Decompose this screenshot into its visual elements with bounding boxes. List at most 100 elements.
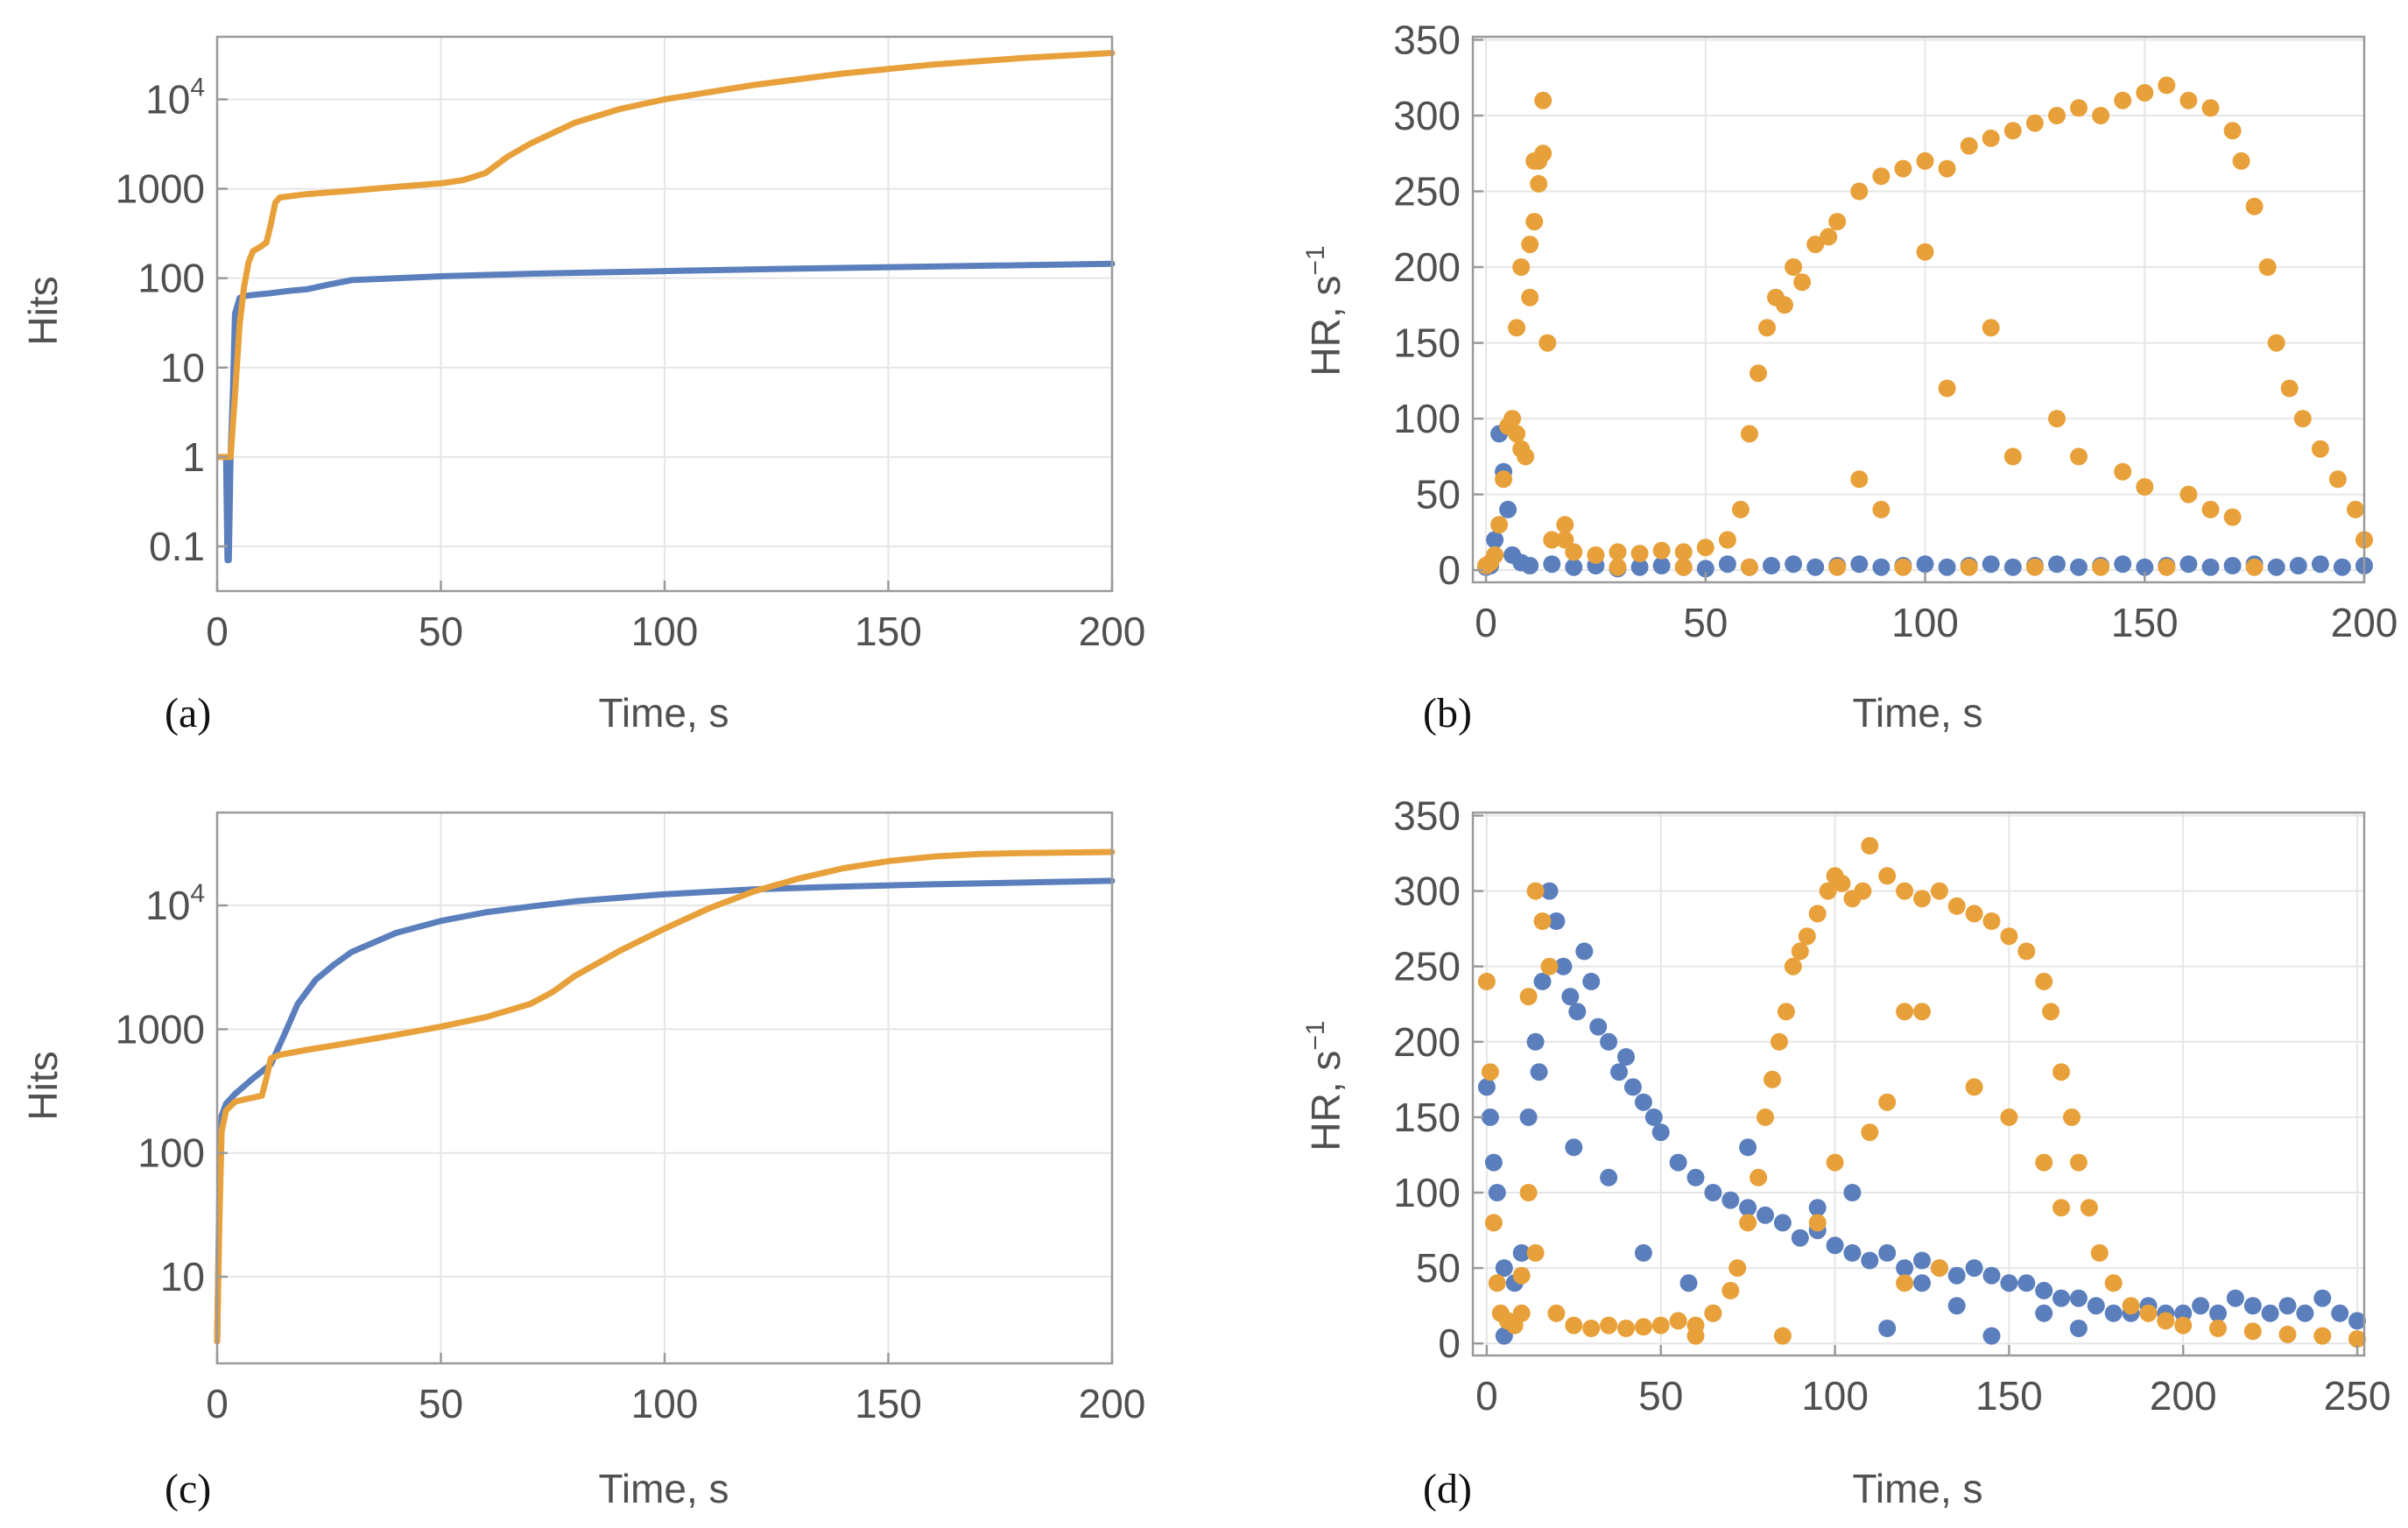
panel-b-plot-area: 0 50 100 150 200 0 50 100 150 200 250 300 350 xyxy=(1393,17,2397,645)
panel-b-point-blue xyxy=(2136,558,2154,576)
panel-c-ytick-label: 100 xyxy=(137,1130,205,1176)
panel-b-point-orange xyxy=(1508,425,1526,443)
panel-b-point-orange xyxy=(2267,334,2285,352)
panel-b-point-blue xyxy=(2267,558,2285,576)
panel-b-point-orange xyxy=(1894,159,1912,178)
panel-b-point-orange xyxy=(1630,545,1649,563)
panel-b-point-orange xyxy=(1850,470,1869,489)
panel-d-point-orange xyxy=(2000,1108,2018,1126)
panel-a-series-orange xyxy=(216,50,1116,461)
panel-b-frame xyxy=(1471,35,2366,584)
panel-d-point-blue xyxy=(1634,1243,1652,1262)
panel-b-point-orange xyxy=(1556,531,1574,549)
panel-d-ytick-label: 200 xyxy=(1393,1019,1461,1065)
panel-a-line-orange xyxy=(216,50,1116,461)
panel-d-point-orange xyxy=(1896,1003,1914,1021)
panel-d-point-orange xyxy=(1808,905,1827,923)
panel-c-xtick-label: 50 xyxy=(419,1381,463,1426)
panel-d-xlabel: Time, s xyxy=(1852,1466,1982,1511)
panel-b-point-blue xyxy=(1652,557,1671,574)
panel-b-ylabel: HR, s−1 xyxy=(1301,245,1348,376)
panel-d-ytick-label: 50 xyxy=(1416,1245,1461,1291)
panel-b-point-blue xyxy=(2333,558,2351,576)
panel-d-point-orange xyxy=(1770,1032,1788,1051)
panel-d-point-orange xyxy=(1965,905,1983,923)
panel-d-point-blue xyxy=(1561,988,1580,1006)
panel-b-point-blue xyxy=(1718,555,1736,574)
panel-b-point-orange xyxy=(2136,84,2154,102)
panel-b-point-orange xyxy=(1525,213,1544,231)
panel-d-point-blue xyxy=(1568,1003,1587,1021)
panel-b-point-orange xyxy=(1916,243,1934,261)
panel-a-ytick-label: 100 xyxy=(137,256,205,301)
panel-b-point-orange xyxy=(2003,447,2022,466)
panel-d-point-orange xyxy=(1519,988,1538,1006)
panel-b-point-orange xyxy=(1938,159,1956,178)
panel-b-point-orange xyxy=(2158,558,2176,576)
panel-d-point-blue xyxy=(1530,1063,1548,1081)
panel-b-point-orange xyxy=(2048,107,2066,124)
panel-b-point-orange xyxy=(1785,258,1803,276)
panel-b-series-orange xyxy=(1477,76,2373,576)
panel-b-point-blue xyxy=(2289,557,2307,574)
panel-d-point-blue xyxy=(2035,1304,2053,1322)
panel-d-point-blue xyxy=(1669,1153,1687,1172)
panel-a-xtick-label: 150 xyxy=(855,609,922,654)
panel-b-point-blue xyxy=(1486,531,1504,549)
panel-b-point-orange xyxy=(1652,541,1671,560)
panel-b-point-orange xyxy=(1609,558,1627,576)
panel-d-point-blue xyxy=(1547,912,1566,930)
panel-b-point-orange xyxy=(1740,558,1758,576)
panel-d-point-orange xyxy=(1565,1316,1583,1334)
panel-b-ylabel-exp: −1 xyxy=(1301,245,1330,275)
panel-d-point-orange xyxy=(2209,1320,2227,1337)
panel-d-point-orange xyxy=(2035,972,2053,990)
panel-d-point-blue xyxy=(1808,1199,1827,1217)
panel-d-point-blue xyxy=(1965,1259,1983,1278)
panel-b-point-orange xyxy=(2232,151,2250,170)
panel-d-point-orange xyxy=(1896,1274,1914,1292)
panel-d-point-blue xyxy=(1982,1266,2001,1285)
panel-b-point-blue xyxy=(1763,557,1780,574)
panel-c-xtick-label: 0 xyxy=(206,1381,229,1426)
panel-d-point-blue xyxy=(1878,1243,1897,1262)
panel-b-ytick-label: 200 xyxy=(1393,244,1461,290)
panel-d-point-orange xyxy=(1519,1184,1538,1201)
panel-b-point-orange xyxy=(2347,500,2364,518)
panel-b-point-blue xyxy=(1872,558,1890,576)
panel-b-point-orange xyxy=(2179,91,2198,109)
panel-b-xtick-label: 150 xyxy=(2111,600,2179,645)
panel-b-point-blue xyxy=(1850,555,1869,574)
panel-d-point-orange xyxy=(1798,927,1816,946)
panel-a-grid xyxy=(216,37,1113,591)
panel-d-point-orange xyxy=(1773,1327,1792,1345)
panel-c-ylabel: Hits xyxy=(20,1051,66,1120)
panel-d-label: (d) xyxy=(1423,1466,1472,1512)
panel-d-point-orange xyxy=(2313,1327,2332,1345)
panel-d-point-orange xyxy=(1757,1108,1774,1126)
panel-b-point-orange xyxy=(1872,500,1890,518)
panel-b-point-orange xyxy=(2070,447,2088,466)
panel-d-point-orange xyxy=(1982,912,2001,930)
panel-d-point-blue xyxy=(2000,1274,2018,1292)
panel-d-point-blue xyxy=(1582,972,1601,990)
panel-b-point-orange xyxy=(2293,410,2312,428)
panel-d-ytick-label: 250 xyxy=(1393,944,1461,989)
panel-d-point-orange xyxy=(2104,1274,2123,1292)
panel-d-ylabel-exp: −1 xyxy=(1301,1020,1330,1050)
panel-d-point-blue xyxy=(1947,1266,1966,1285)
panel-d-point-blue xyxy=(2243,1297,2262,1315)
panel-b-point-orange xyxy=(1556,516,1574,534)
panel-d-point-blue xyxy=(1554,957,1573,975)
panel-d-point-blue xyxy=(2104,1304,2123,1322)
panel-a-ylabel: Hits xyxy=(20,276,66,345)
panel-d-point-blue xyxy=(1600,1032,1618,1051)
panel-d-xtick-label: 50 xyxy=(1638,1373,1683,1419)
panel-d-point-blue xyxy=(1533,972,1552,990)
ytick-exp: 4 xyxy=(190,73,205,102)
panel-d-point-blue xyxy=(1913,1251,1931,1270)
panel-d-point-orange xyxy=(2348,1330,2366,1348)
panel-a-ytick-label: 1000 xyxy=(116,166,205,212)
panel-b-point-orange xyxy=(1486,546,1504,564)
